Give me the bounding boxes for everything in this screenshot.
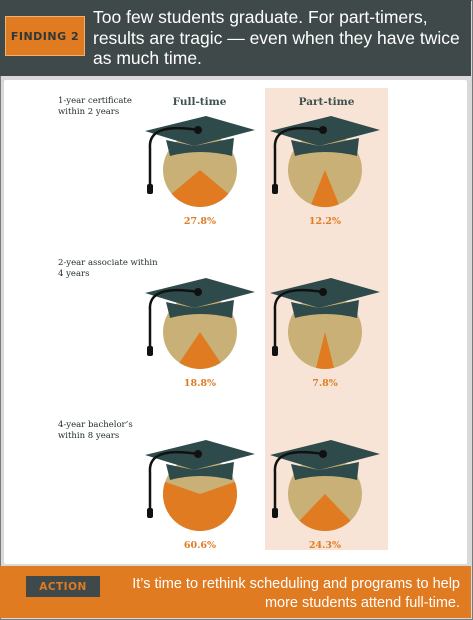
tassel-end-full-time-row-3 [147, 508, 153, 518]
tassel-cord-full-time-row-2 [148, 288, 200, 350]
value-label-full-time-row-2: 18.8% [184, 378, 216, 389]
action-text: It’s time to rethink scheduling and prog… [132, 576, 460, 611]
tassel-cord-part-time-row-2 [273, 288, 325, 350]
cap-crown-part-time-row-3 [291, 462, 359, 480]
tassel-end-part-time-row-2 [272, 346, 278, 356]
tassel-end-part-time-row-3 [272, 508, 278, 518]
cap-crown-full-time-row-3 [166, 462, 234, 480]
cap-crown-full-time-row-2 [166, 300, 234, 318]
row-label-associate: 2-year associate within 4 years [58, 258, 158, 279]
value-label-full-time-row-3: 60.6% [184, 540, 216, 551]
cap-crown-part-time-row-2 [291, 300, 359, 318]
value-label-part-time-row-2: 7.8% [312, 378, 338, 389]
action-badge: ACTION [26, 576, 100, 597]
tassel-end-full-time-row-2 [147, 346, 153, 356]
value-label-part-time-row-1: 12.2% [309, 216, 341, 227]
column-header-full-time: Full-time [172, 96, 227, 108]
pie-slice-full-time-row-3 [163, 481, 237, 531]
tassel-cord-part-time-row-1 [273, 126, 325, 188]
pie-slice-part-time-row-3 [299, 494, 351, 531]
finding-headline: Too few students graduate. For part-time… [93, 7, 460, 68]
tassel-end-full-time-row-1 [147, 184, 153, 194]
column-header-part-time: Part-time [298, 96, 355, 108]
cap-crown-full-time-row-1 [166, 138, 234, 156]
pie-slice-part-time-row-1 [311, 170, 339, 208]
value-label-part-time-row-3: 24.3% [309, 540, 341, 551]
tassel-cord-part-time-row-3 [273, 450, 325, 512]
tassel-cord-full-time-row-3 [148, 450, 200, 512]
cap-crown-part-time-row-1 [291, 138, 359, 156]
row-label-certificate: 1-year certificate within 2 years [58, 96, 132, 117]
row-label-bachelor: 4-year bachelor’s within 8 years [58, 420, 133, 441]
pie-slice-full-time-row-1 [171, 170, 229, 207]
finding-badge: FINDING 2 [5, 16, 85, 56]
pie-slice-part-time-row-2 [316, 332, 334, 369]
tassel-cord-full-time-row-1 [148, 126, 200, 188]
pie-slice-full-time-row-2 [179, 332, 221, 369]
value-label-full-time-row-1: 27.8% [184, 216, 216, 227]
tassel-end-part-time-row-1 [272, 184, 278, 194]
